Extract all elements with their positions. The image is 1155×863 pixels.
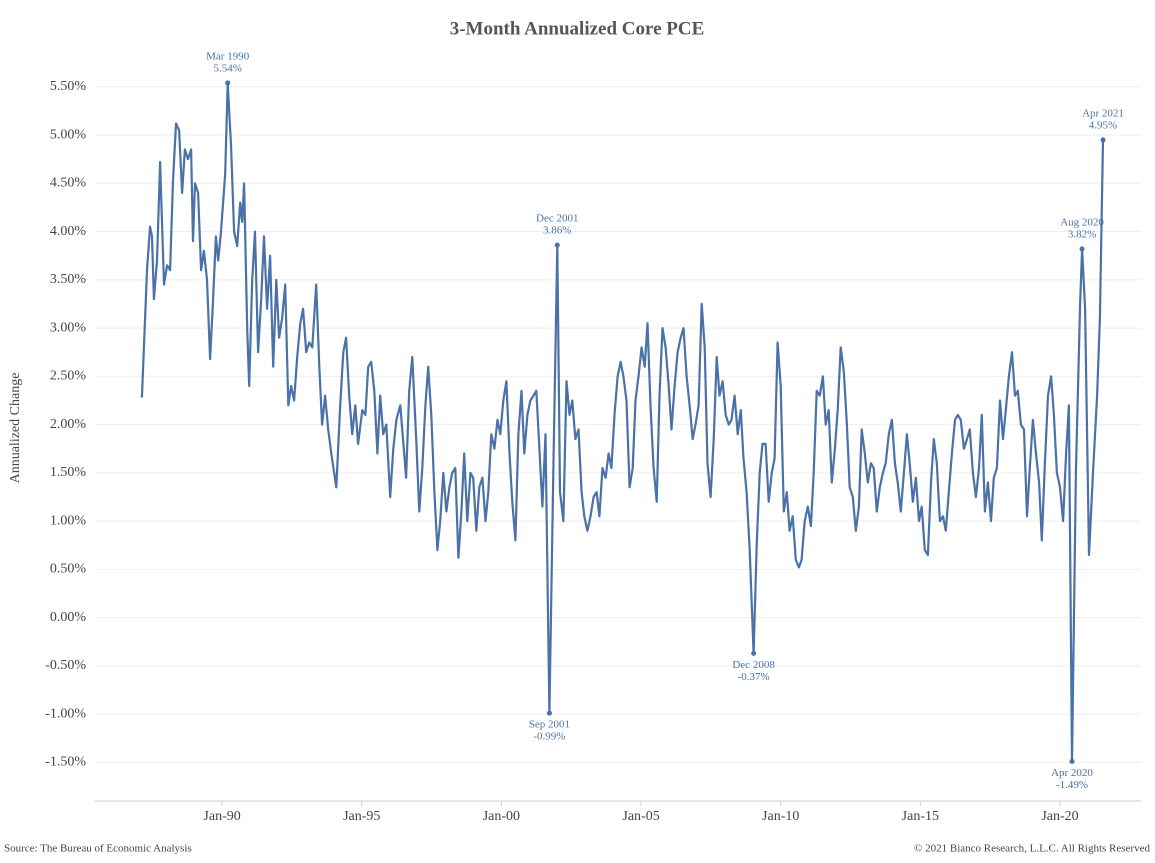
- y-tick-label: 5.50%: [50, 79, 87, 94]
- annotation-date: Apr 2020: [1051, 767, 1093, 779]
- annotation-value: 3.86%: [543, 225, 571, 237]
- annotation-value: -1.49%: [1056, 779, 1088, 791]
- y-tick-label: 0.50%: [50, 562, 87, 577]
- annotation-value: 4.95%: [1089, 119, 1117, 131]
- annotation-point: [554, 242, 560, 248]
- y-tick-label: 1.50%: [50, 465, 87, 480]
- y-tick-label: 1.00%: [50, 513, 87, 528]
- annotation-date: Sep 2001: [529, 719, 570, 731]
- y-tick-label: -1.00%: [45, 706, 86, 721]
- chart-title: 3-Month Annualized Core PCE: [450, 18, 705, 39]
- annotation-point: [751, 650, 757, 656]
- annotation-point: [546, 710, 552, 716]
- annotation-date: Dec 2001: [536, 213, 578, 225]
- annotation-value: 5.54%: [213, 62, 241, 74]
- x-tick-label: Jan-10: [762, 809, 799, 824]
- annotation-point: [225, 80, 231, 86]
- y-tick-label: 2.50%: [50, 369, 87, 384]
- annotation-point: [1069, 758, 1075, 764]
- annotation-date: Aug 2020: [1060, 216, 1104, 228]
- x-tick-label: Jan-05: [622, 809, 659, 824]
- y-tick-label: 4.50%: [50, 176, 87, 191]
- y-tick-label: 0.00%: [50, 610, 87, 625]
- annotation-point: [1100, 137, 1106, 143]
- x-tick-label: Jan-15: [902, 809, 939, 824]
- y-tick-label: 5.00%: [50, 127, 87, 142]
- y-tick-label: -0.50%: [45, 658, 86, 673]
- annotation-point: [1079, 246, 1085, 252]
- y-tick-label: -1.50%: [45, 755, 86, 770]
- y-tick-label: 3.00%: [50, 320, 87, 335]
- y-tick-label: 4.00%: [50, 224, 87, 239]
- y-tick-label: 3.50%: [50, 272, 87, 287]
- x-tick-label: Jan-95: [343, 809, 380, 824]
- annotation-value: -0.99%: [533, 731, 565, 743]
- annotation-value: 3.82%: [1068, 228, 1096, 240]
- annotation-date: Apr 2021: [1082, 107, 1124, 119]
- x-tick-label: Jan-20: [1041, 809, 1078, 824]
- line-series: [140, 81, 1105, 763]
- copyright: © 2021 Bianco Research, L.L.C. All Right…: [914, 843, 1150, 855]
- x-tick-label: Jan-90: [203, 809, 240, 824]
- annotation-date: Mar 1990: [206, 50, 250, 62]
- source: Source: The Bureau of Economic Analysis: [4, 843, 192, 855]
- y-axis-label: Annualized Change: [8, 373, 23, 484]
- annotation-date: Dec 2008: [732, 659, 775, 671]
- annotation-value: -0.37%: [738, 671, 770, 683]
- x-tick-label: Jan-00: [483, 809, 520, 824]
- y-tick-label: 2.00%: [50, 417, 87, 432]
